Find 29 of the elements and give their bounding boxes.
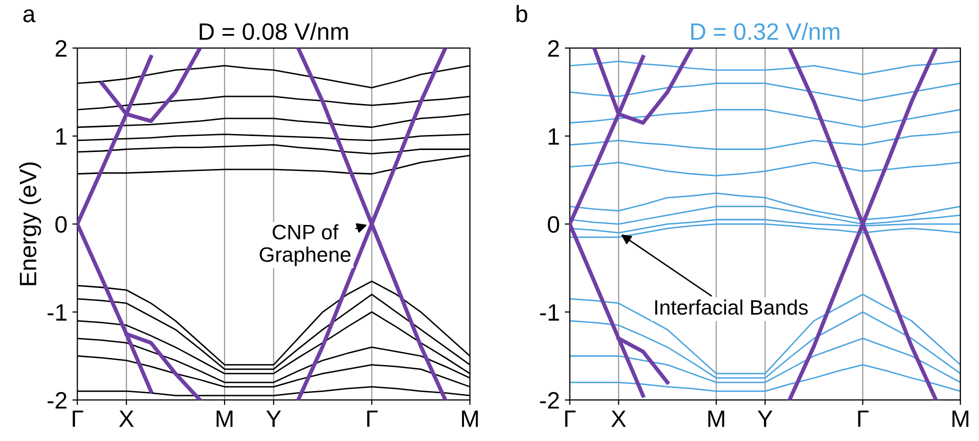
x-tick-label: X	[611, 410, 626, 427]
text: b	[516, 4, 528, 22]
y-tick-label: 0	[548, 216, 560, 233]
x-tick-label: Y	[758, 410, 772, 427]
y-tick-label: 2	[548, 40, 559, 57]
y-tick-label: -1	[540, 304, 559, 321]
x-tick-label: M	[952, 410, 968, 427]
y-tick-label: -2	[540, 392, 559, 409]
x-tick-label: X	[119, 410, 134, 427]
x-tick-label: Y	[266, 410, 281, 427]
x-tick-label: Γ	[72, 410, 84, 427]
x-tick-label: Γ	[565, 410, 576, 427]
y-axis-title: Energy (eV)	[19, 162, 42, 286]
y-tick-label: 1	[548, 128, 559, 145]
y-tick-label: 0	[55, 216, 67, 233]
x-tick-label: Γ	[367, 410, 378, 427]
y-tick-label: 2	[56, 40, 66, 57]
x-tick-label: M	[462, 410, 478, 427]
chart-title: D = 0.08 V/nm	[200, 22, 348, 40]
x-tick-label: M	[708, 410, 724, 427]
x-tick-label: Γ	[858, 410, 869, 427]
y-tick-label: -2	[48, 392, 66, 409]
annotation: Interfacial Bands	[655, 300, 808, 315]
y-tick-label: -1	[48, 304, 66, 321]
annotation: CNP of Graphene	[260, 224, 350, 266]
text: a	[23, 9, 36, 22]
y-tick-label: 1	[56, 128, 66, 145]
x-tick-label: M	[216, 410, 232, 427]
chart-title: D = 0.32 V/nm	[691, 22, 840, 40]
